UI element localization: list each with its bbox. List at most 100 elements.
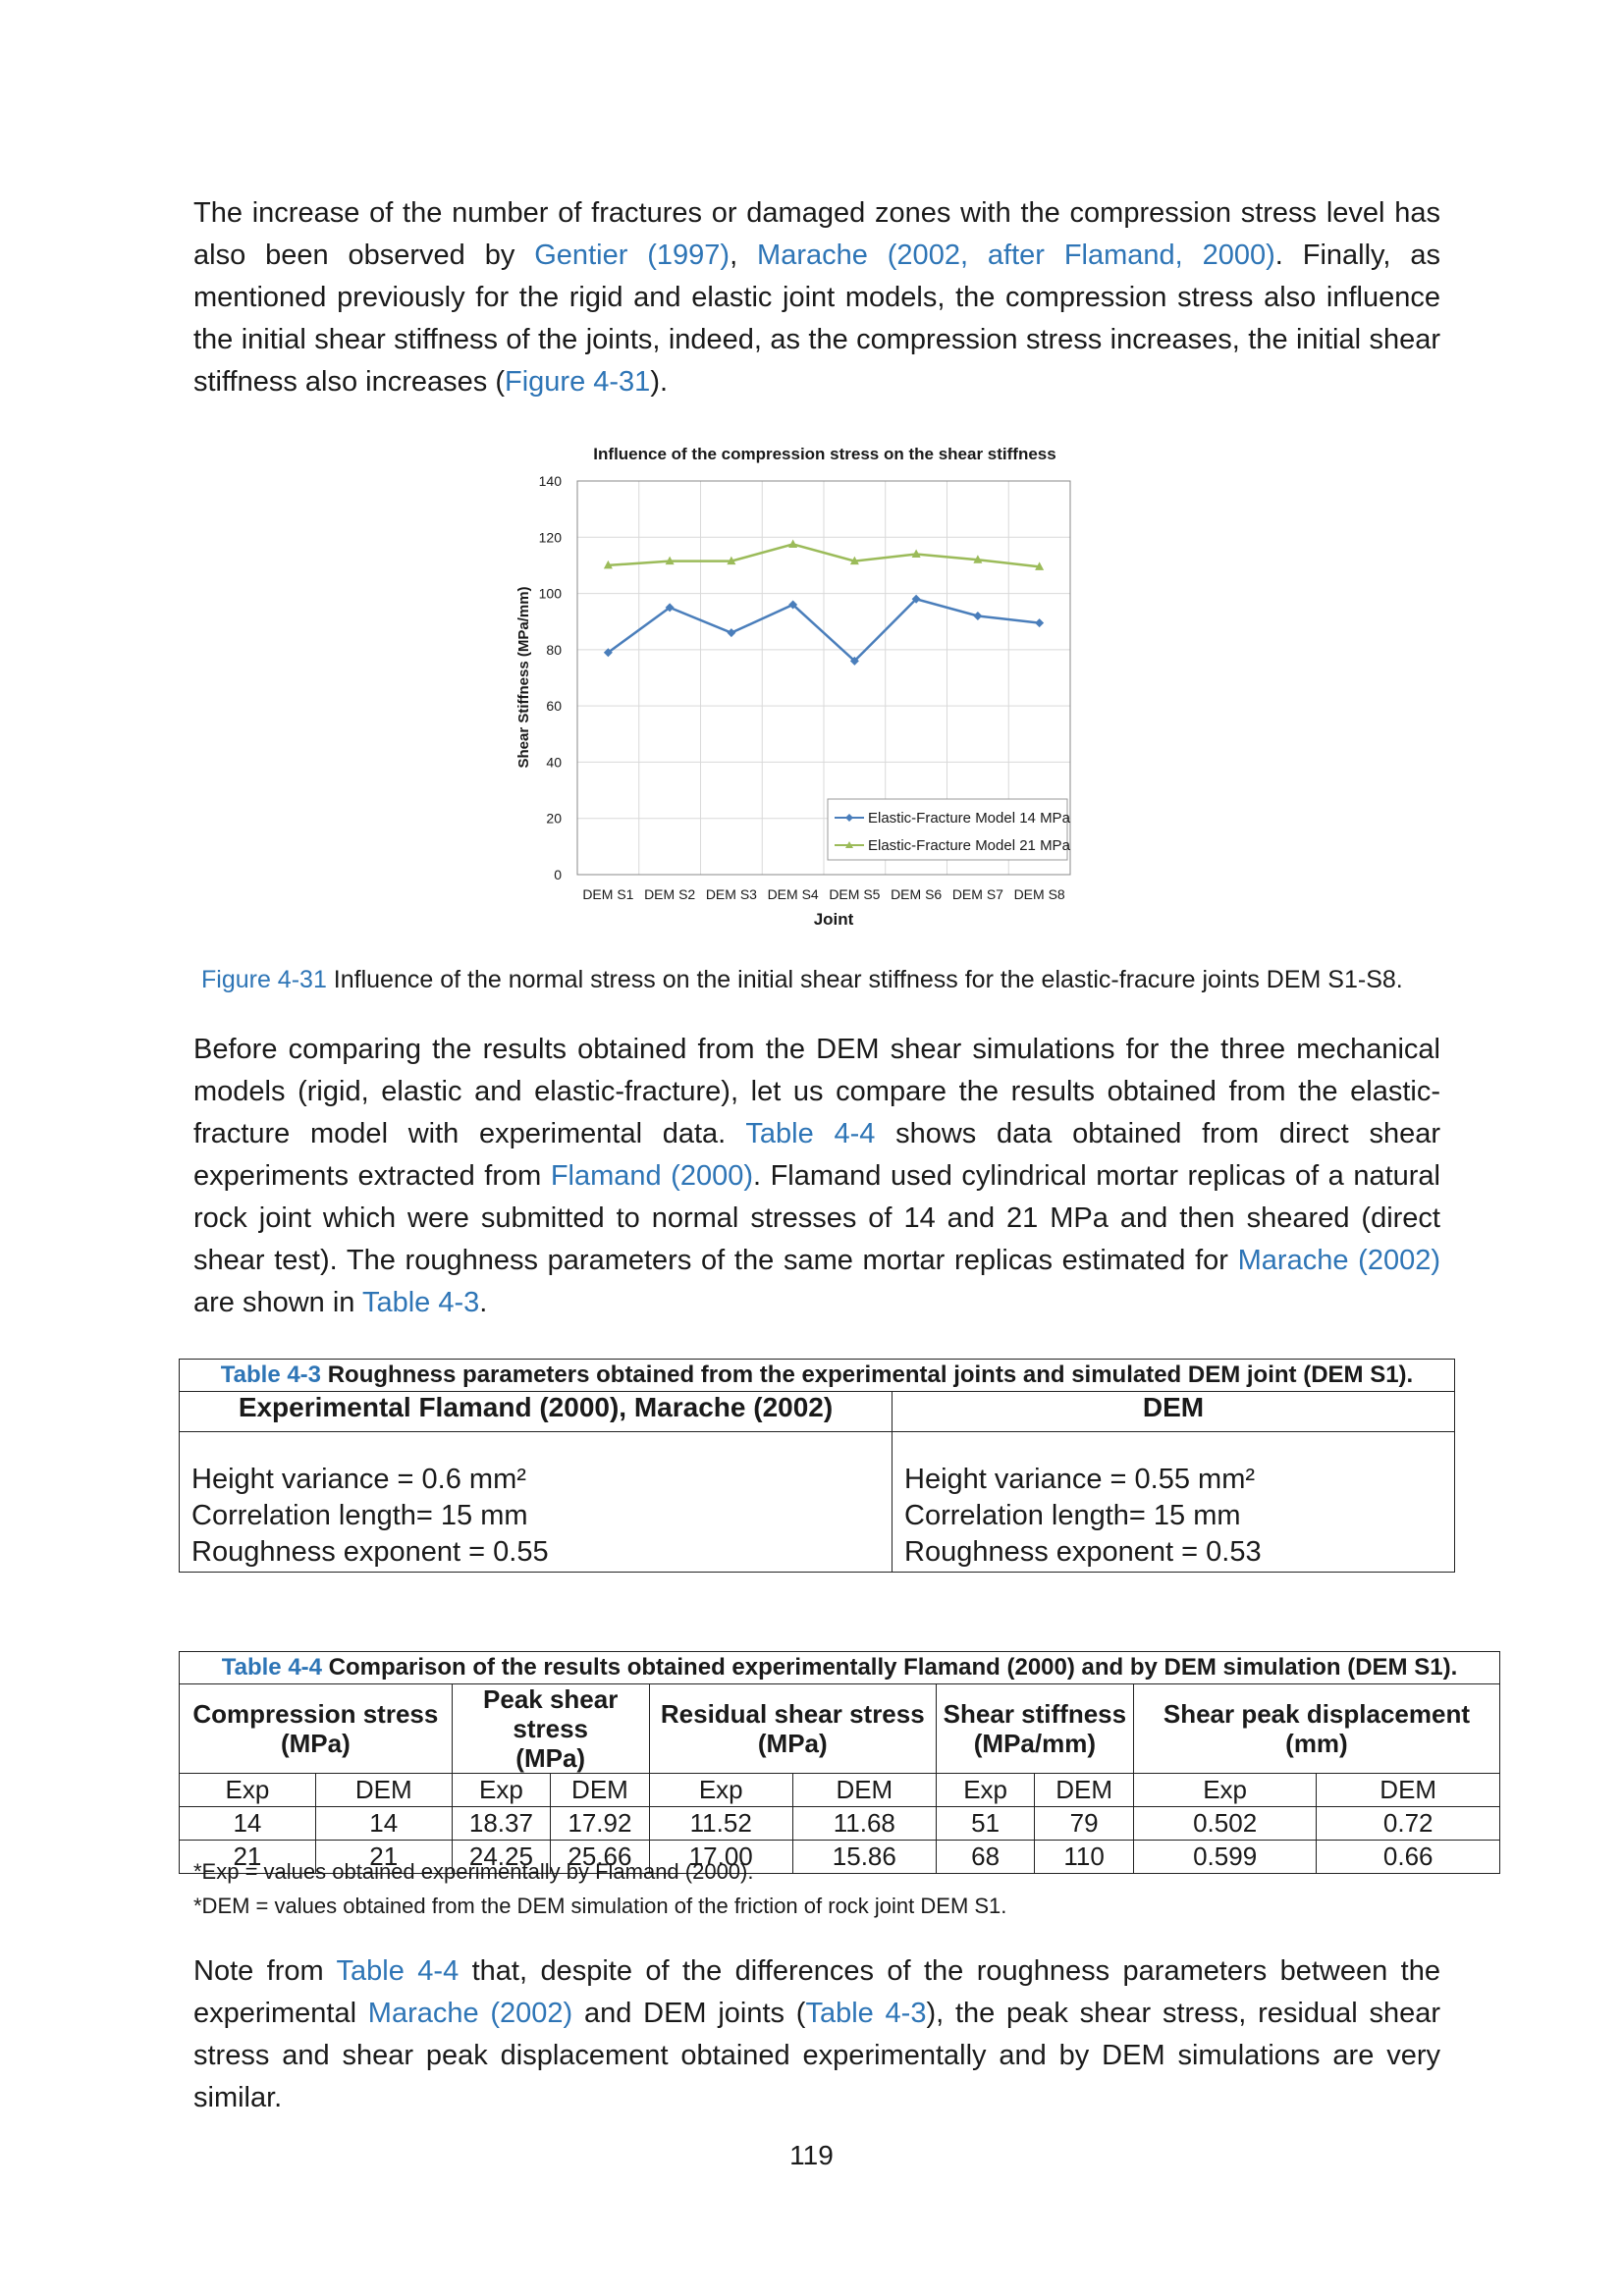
text: and DEM joints ( xyxy=(572,1998,806,2029)
header-unit: (MPa/mm) xyxy=(973,1729,1096,1758)
data-point xyxy=(973,611,983,620)
subheader-dem: DEM xyxy=(550,1773,650,1807)
group-header-peak-shear: Peak shear stress (MPa) xyxy=(451,1683,650,1774)
series-line-0 xyxy=(607,597,1040,664)
param-line: Correlation length= 15 mm xyxy=(191,1500,528,1531)
subheader-exp: Exp xyxy=(648,1773,793,1807)
text: that, despite of the differences of the … xyxy=(193,1955,1440,2029)
subheader-dem: DEM xyxy=(314,1773,453,1807)
figure-ref-link[interactable]: Figure 4-31 xyxy=(505,366,651,398)
table-cell: 0.72 xyxy=(1316,1806,1500,1841)
table-label: Table 4-4 xyxy=(221,1654,323,1681)
x-tick-label: DEM S3 xyxy=(706,886,757,902)
header-unit: (mm) xyxy=(1285,1729,1348,1758)
dem-parameters: Height variance = 0.55 mm² Correlation l… xyxy=(892,1431,1455,1573)
data-point xyxy=(849,656,859,666)
y-tick-label: 0 xyxy=(554,867,562,882)
subheader-dem: DEM xyxy=(1316,1773,1500,1807)
data-point xyxy=(603,560,613,569)
series-line-1 xyxy=(608,543,1040,568)
text: shows data obtained from direct shear ex… xyxy=(193,1118,1440,1192)
chart-title: Influence of the compression stress on t… xyxy=(593,445,1055,463)
y-tick-label: 120 xyxy=(539,529,563,545)
data-point xyxy=(911,549,921,558)
table-caption-text: Comparison of the results obtained exper… xyxy=(322,1654,1458,1681)
legend-label-21mpa: Elastic-Fracture Model 21 MPa xyxy=(868,837,1071,854)
header-unit: (MPa) xyxy=(280,1729,351,1758)
x-tick-label: DEM S7 xyxy=(952,886,1003,902)
column-header-experimental: Experimental Flamand (2000), Marache (20… xyxy=(179,1391,893,1432)
text: . xyxy=(479,1287,488,1318)
table-results-comparison: Table 4-4 Comparison of the results obta… xyxy=(179,1651,1501,1874)
table-cell: 11.52 xyxy=(648,1806,793,1841)
table-cell: 17.92 xyxy=(550,1806,650,1841)
param-line: Roughness exponent = 0.55 xyxy=(191,1536,549,1568)
citation-link-flamand[interactable]: Flamand (2000) xyxy=(550,1160,754,1192)
y-tick-label: 40 xyxy=(546,754,562,770)
table-row: 21 21 24.25 25.66 17.00 15.86 68 110 0.5… xyxy=(179,1840,1500,1874)
text: are shown in xyxy=(193,1287,362,1318)
y-axis-ticks: 0 20 40 60 80 100 120 140 xyxy=(539,473,563,882)
table-ref-link[interactable]: Table 4-4 xyxy=(336,1955,460,1987)
header-line: Peak shear stress xyxy=(483,1684,619,1743)
citation-link-gentier[interactable]: Gentier (1997) xyxy=(534,240,730,271)
y-tick-label: 80 xyxy=(546,642,562,658)
subheader-dem: DEM xyxy=(791,1773,937,1807)
table-cell: 110 xyxy=(1034,1840,1134,1874)
data-point xyxy=(788,600,798,610)
paragraph-intro: The increase of the number of fractures … xyxy=(193,192,1440,403)
table-cell: 25.66 xyxy=(550,1840,650,1874)
paragraph-conclusion: Note from Table 4-4 that, despite of the… xyxy=(193,1950,1440,2119)
data-point xyxy=(973,555,983,563)
param-line: Height variance = 0.55 mm² xyxy=(904,1464,1256,1495)
table-ref-link[interactable]: Table 4-3 xyxy=(805,1998,927,2029)
citation-link-marache[interactable]: Marache (2002) xyxy=(1237,1245,1440,1276)
data-point xyxy=(727,556,736,565)
header-line: Shear peak displacement xyxy=(1163,1699,1470,1729)
group-header-stiffness: Shear stiffness (MPa/mm) xyxy=(935,1683,1134,1774)
subheader-exp: Exp xyxy=(451,1773,552,1807)
table-footnote: *DEM = values obtained from the DEM simu… xyxy=(193,1894,1007,1918)
subheader-exp: Exp xyxy=(1132,1773,1318,1807)
citation-link-marache[interactable]: Marache (2002, after Flamand, 2000) xyxy=(757,240,1275,271)
x-axis-label: Joint xyxy=(814,910,854,929)
table-cell: 0.599 xyxy=(1132,1840,1318,1874)
param-line: Height variance = 0.6 mm² xyxy=(191,1464,526,1495)
table-cell: 21 xyxy=(179,1840,316,1874)
page-number: 119 xyxy=(789,2140,834,2170)
legend-label-14mpa: Elastic-Fracture Model 14 MPa xyxy=(868,810,1071,827)
table-cell: 17.00 xyxy=(648,1840,793,1874)
text: ). xyxy=(650,366,669,398)
table-cell: 18.37 xyxy=(451,1806,552,1841)
paragraph-comparison: Before comparing the results obtained fr… xyxy=(193,1029,1440,1324)
text: , xyxy=(730,240,758,271)
legend-marker-14mpa xyxy=(845,814,853,822)
figure-caption: Figure 4-31 Influence of the normal stre… xyxy=(201,965,1478,994)
chart-legend: Elastic-Fracture Model 14 MPa Elastic-Fr… xyxy=(827,798,1071,861)
data-point xyxy=(849,556,859,565)
data-point xyxy=(603,648,613,658)
table-cell: 68 xyxy=(935,1840,1036,1874)
table-cell: 14 xyxy=(179,1806,316,1841)
table-ref-link[interactable]: Table 4-4 xyxy=(745,1118,876,1149)
table-ref-link[interactable]: Table 4-3 xyxy=(361,1287,480,1318)
legend-marker-21mpa xyxy=(845,841,853,848)
subheader-dem: DEM xyxy=(1034,1773,1134,1807)
x-tick-label: DEM S1 xyxy=(582,886,633,902)
header-unit: (MPa) xyxy=(757,1729,828,1758)
citation-link-marache[interactable]: Marache (2002) xyxy=(367,1998,573,2029)
x-tick-label: DEM S2 xyxy=(644,886,695,902)
table-row: 14 14 18.37 17.92 11.52 11.68 51 79 0.50… xyxy=(179,1806,1500,1841)
x-tick-label: DEM S4 xyxy=(768,886,819,902)
legend-box xyxy=(827,798,1068,861)
table-cell: 11.68 xyxy=(791,1806,937,1841)
text: ), the peak shear stress, residual shear… xyxy=(193,1998,1440,2113)
table-cell: 24.25 xyxy=(451,1840,552,1874)
table-roughness-parameters: Table 4-3 Roughness parameters obtained … xyxy=(179,1359,1455,1573)
table-cell: 0.502 xyxy=(1132,1806,1318,1841)
x-tick-label: DEM S5 xyxy=(829,886,880,902)
data-point xyxy=(727,628,736,638)
y-tick-label: 60 xyxy=(546,698,562,714)
table-cell: 51 xyxy=(935,1806,1036,1841)
y-tick-label: 140 xyxy=(539,473,563,489)
